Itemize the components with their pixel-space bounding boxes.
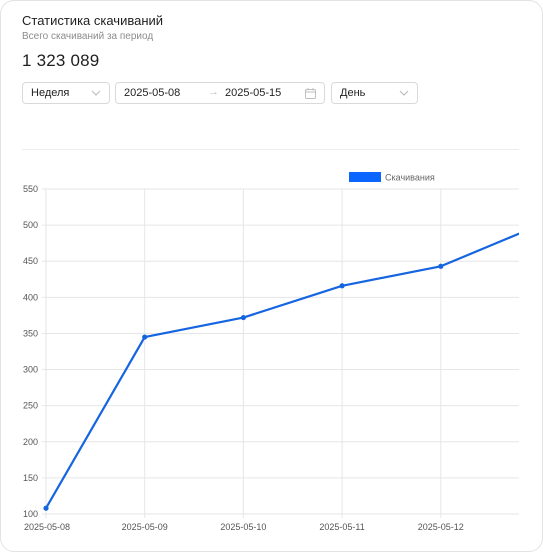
date-to-input[interactable]: 2025-05-15 (225, 87, 282, 99)
y-tick-label: 350 (23, 328, 38, 338)
y-tick-label: 400 (23, 292, 38, 302)
date-from-input[interactable]: 2025-05-08 (124, 87, 181, 99)
period-select-value: Неделя (31, 87, 70, 99)
x-tick-label: 2025-05-10 (220, 522, 266, 532)
data-point[interactable] (43, 505, 49, 511)
x-tick-label: 2025-05-09 (122, 522, 168, 532)
y-axis: 100 150 200 250 300 350 400 450 500 550 (23, 184, 38, 519)
chevron-down-icon (91, 90, 101, 96)
series-line (44, 232, 519, 510)
y-tick-label: 300 (23, 365, 38, 375)
legend-label: Скачивания (385, 173, 435, 183)
date-range-picker[interactable]: 2025-05-08 → 2025-05-15 (115, 82, 325, 104)
chart-legend: Скачивания (349, 172, 435, 183)
x-tick-label: 2025-05-11 (319, 522, 364, 532)
section-divider (22, 149, 519, 150)
total-downloads-value: 1 323 089 (22, 51, 100, 70)
granularity-select[interactable]: День (331, 82, 418, 104)
arrow-right-icon: → (208, 86, 219, 98)
y-tick-label: 450 (23, 256, 38, 266)
chevron-down-icon (399, 90, 409, 96)
x-tick-label: 2025-05-08 (24, 522, 70, 532)
card-title: Статистика скачиваний (22, 13, 164, 28)
y-tick-label: 150 (23, 473, 38, 483)
data-point[interactable] (339, 283, 345, 289)
calendar-icon[interactable] (305, 88, 316, 99)
data-point[interactable] (240, 314, 246, 321)
y-tick-label: 200 (23, 437, 38, 447)
x-axis: 2025-05-08 2025-05-09 2025-05-10 2025-05-11… (24, 522, 464, 532)
y-tick-label: 500 (23, 220, 38, 230)
chart-grid (42, 188, 519, 518)
y-tick-label: 250 (23, 401, 38, 411)
y-tick-label: 550 (23, 184, 38, 194)
data-point[interactable] (142, 334, 148, 340)
granularity-select-value: День (340, 87, 366, 99)
card-subtitle: Всего скачиваний за период (22, 31, 154, 42)
period-select[interactable]: Неделя (22, 82, 110, 104)
series-downloads (43, 232, 519, 511)
data-point[interactable] (438, 263, 444, 269)
y-tick-label: 100 (23, 509, 38, 519)
legend-swatch (349, 172, 381, 182)
x-tick-label: 2025-05-12 (418, 522, 464, 532)
downloads-line-chart: 100 150 200 250 300 350 400 450 500 550 2025-05-0… (23, 172, 519, 532)
